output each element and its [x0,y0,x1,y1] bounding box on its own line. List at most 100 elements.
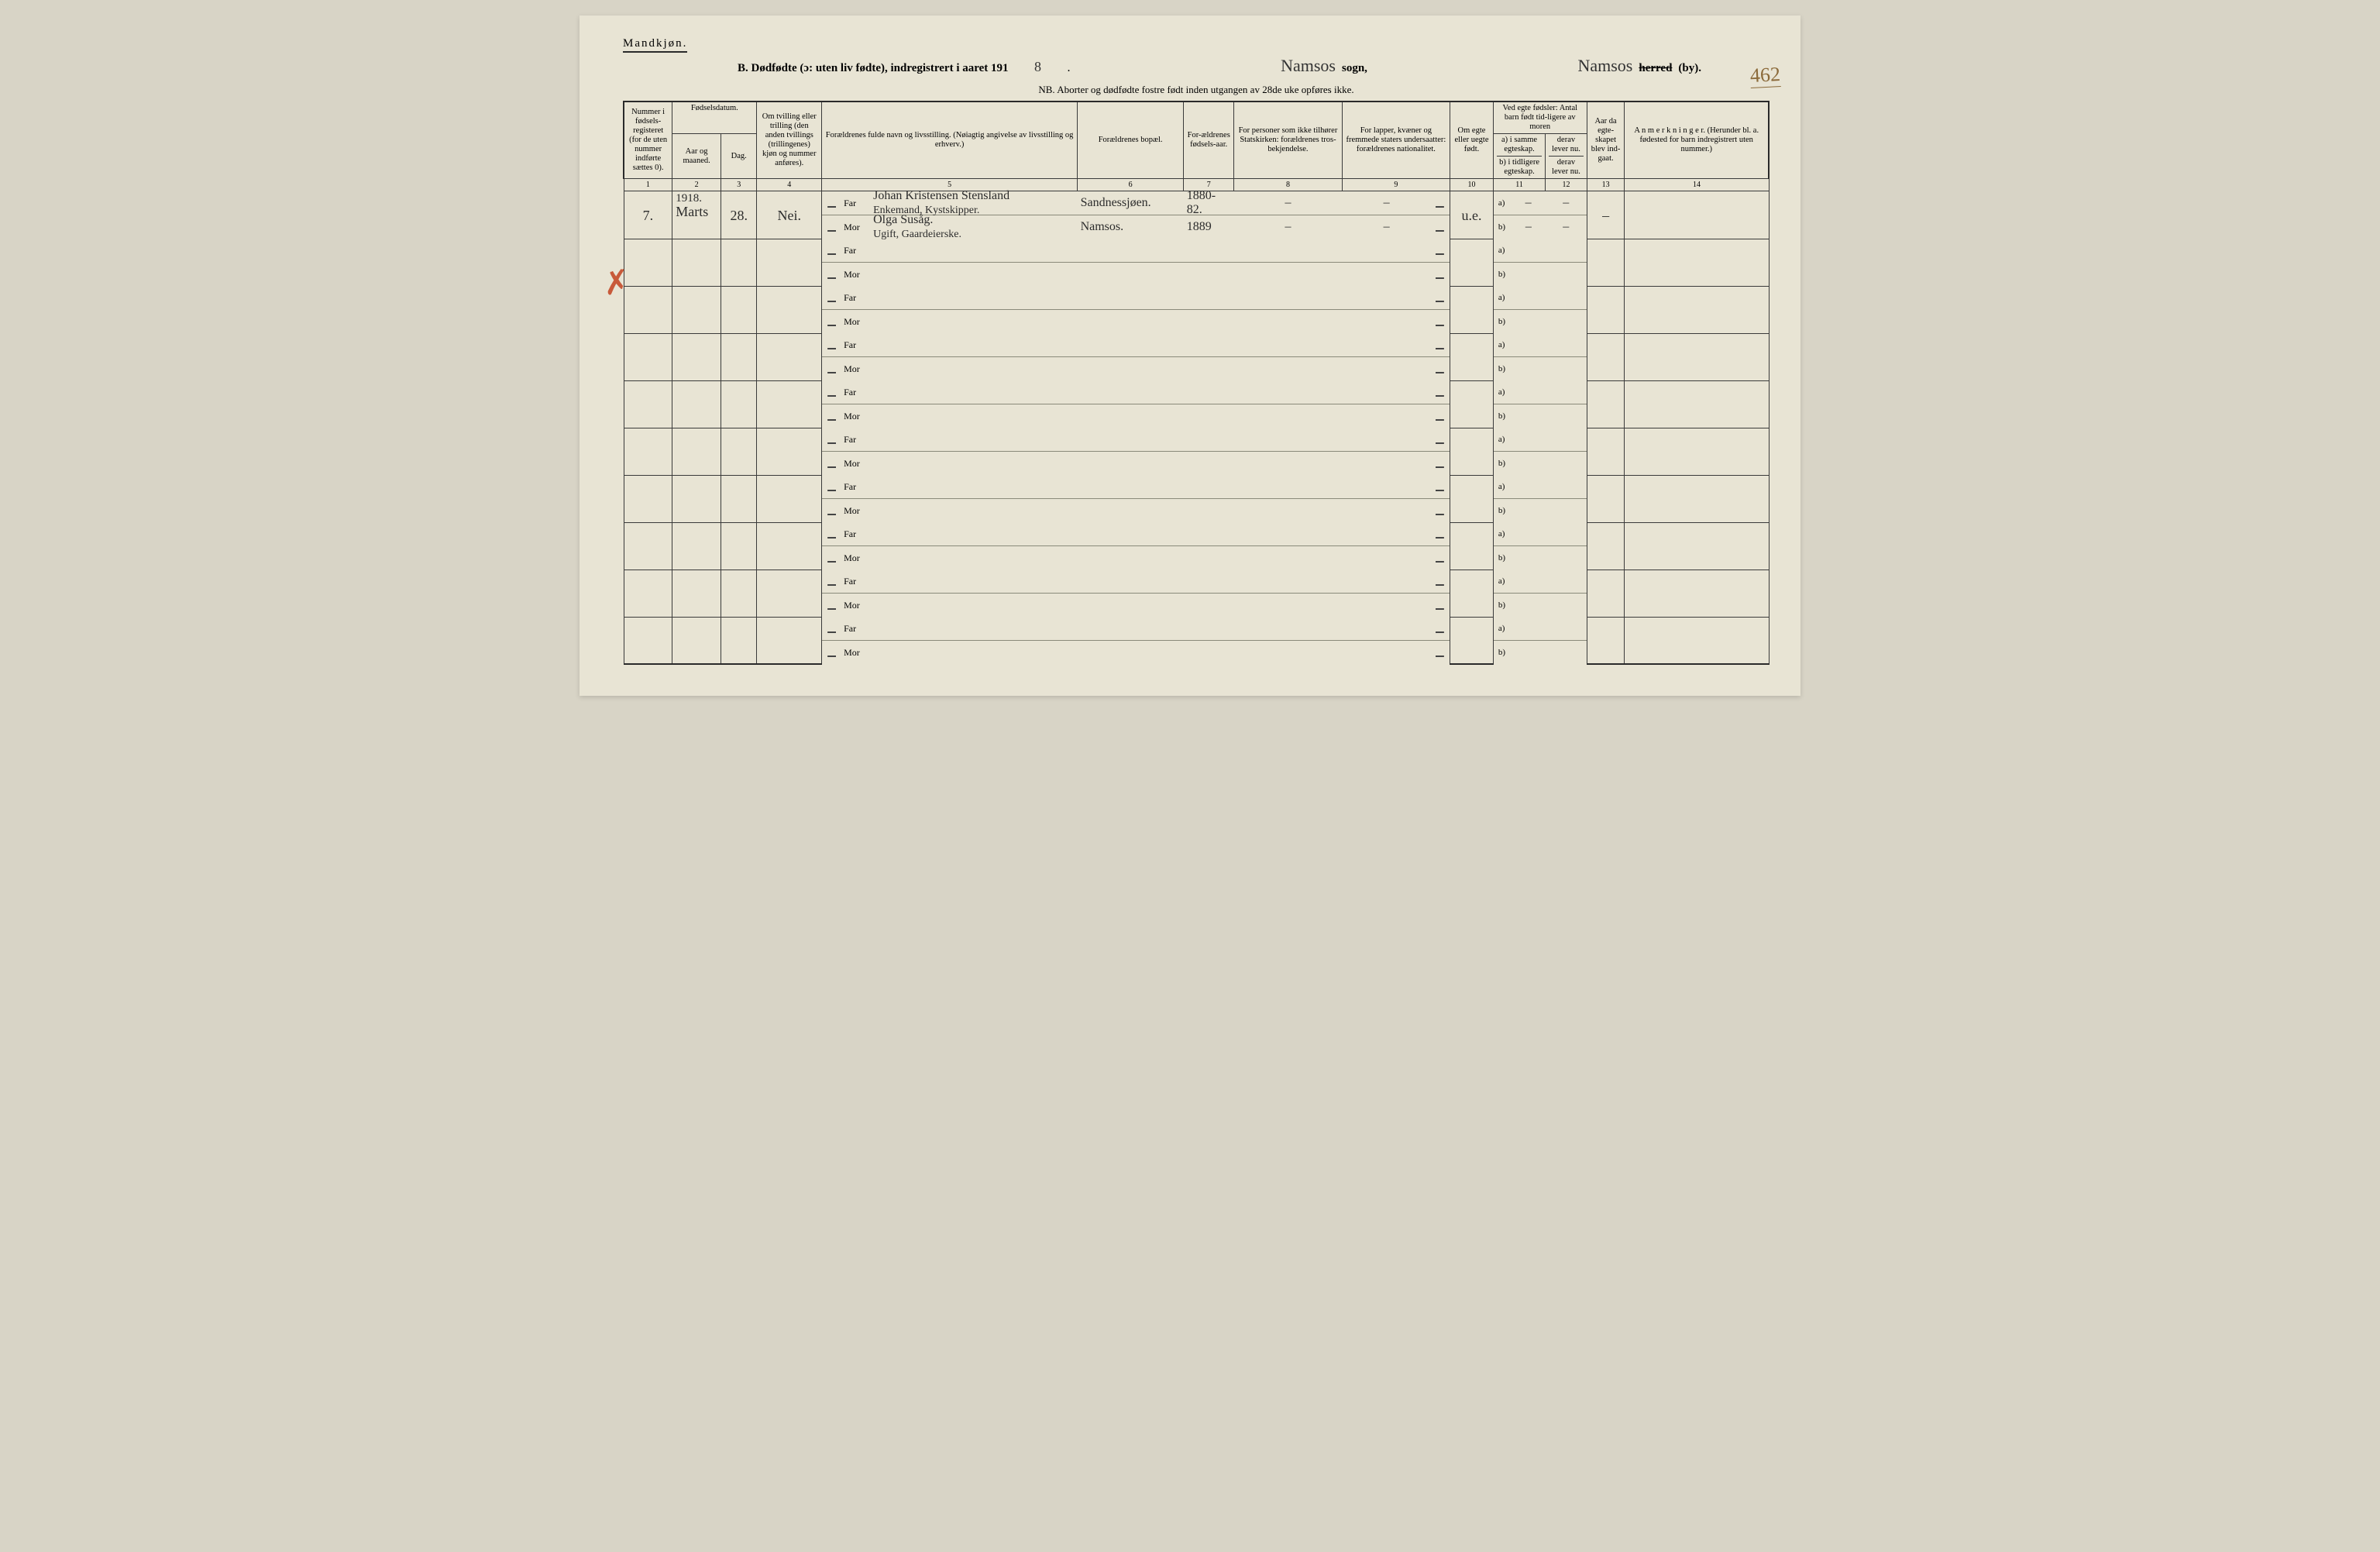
table-row: Far Mor a) b) [624,239,1769,286]
colnum-8: 8 [1234,179,1342,191]
colnum-4: 4 [757,179,822,191]
herred-handwritten: Namsos [1577,56,1632,76]
col-4-header: Om tvilling eller trilling (den anden tv… [757,102,822,179]
col-14-header: A n m e r k n i n g e r. (Herunder bl. a… [1625,102,1769,179]
table-row: 7. 1918. Marts 28. Nei. Far Johan Kriste… [624,191,1769,239]
mor-aar: 1889 [1187,220,1231,234]
b-val: – [1515,220,1543,234]
col-10-header: Om egte eller uegte født. [1450,102,1494,179]
cell-anm [1625,191,1769,239]
cell-month: 1918. Marts [672,191,721,239]
a-lever: – [1549,196,1584,210]
parent-label: Far [844,245,865,256]
far-aar: 1880-82. [1187,189,1231,217]
mor-name-text: Olga Susåg. [873,213,933,226]
nb-line: NB. Aborter og dødfødte fostre født inde… [623,84,1770,96]
col-11b-text: b) i tidligere egteskap. [1497,156,1542,177]
cell-lever: – – [1546,191,1587,239]
col-9-header: For lapper, kvæner og fremmede staters u… [1342,102,1450,179]
parent-label: Mor [844,647,865,659]
col-2-header: Aar og maaned. [672,134,721,179]
table-row: Far Mor a) b) [624,570,1769,617]
parent-label: Mor [844,505,865,517]
table-row: Far Mor a) b) [624,286,1769,333]
bopael-mor: Namsos. [1081,220,1181,234]
title-line: B. Dødfødte (ɔ: uten liv fødte), indregi… [623,56,1770,76]
c9-far: – [1345,196,1428,210]
ab-label: b) [1497,317,1507,326]
sogn-handwritten: Namsos [1281,56,1336,76]
c8-far: – [1237,196,1339,210]
ab-label: b) [1497,411,1507,421]
table-row: Far Mor a) b) [624,333,1769,380]
header-row-1: Mandkjøn. [623,37,1770,53]
far-name-text: Johan Kristensen Stensland [873,189,1009,202]
title-prefix: B. Dødfødte (ɔ: uten liv fødte), indregi… [738,62,1009,75]
sogn-label: sogn, [1342,62,1367,75]
a-val: – [1514,196,1542,210]
col-5-header: Forældrenes fulde navn og livsstilling. … [822,102,1078,179]
table-row: Far Mor a) b) [624,380,1769,428]
mor-label: Mor [844,222,865,233]
ab-label: b) [1497,600,1507,610]
colnum-11: 11 [1493,179,1545,191]
ab-label: b) [1497,364,1507,373]
col-2-group: Fødselsdatum. [672,102,757,134]
cell-num: 7. [624,191,672,239]
col-13-header: Aar da egte-skapet blev ind-gaat. [1587,102,1625,179]
parent-label: Mor [844,269,865,280]
parent-label: Mor [844,600,865,611]
parent-label: Far [844,434,865,446]
table-row: Far Mor a) b) [624,522,1769,570]
colnum-13: 13 [1587,179,1625,191]
cell-bopael: Sandnessjøen. Namsos. [1078,191,1184,239]
col-11a-header: a) i samme egteskap. b) i tidligere egte… [1493,134,1545,179]
ab-label: a) [1497,387,1507,397]
year-digit: 8 [1015,59,1061,76]
colnum-3: 3 [721,179,756,191]
col-11-group: Ved egte fødsler: Antal barn født tid-li… [1493,102,1587,134]
c9-mor: – [1345,220,1428,234]
bopael-far: Sandnessjøen. [1081,196,1181,210]
colnum-14: 14 [1625,179,1769,191]
col-7-header: For-ældrenes fødsels-aar. [1184,102,1234,179]
ab-label: a) [1497,246,1507,255]
table-row: Far Mor a) b) [624,617,1769,664]
herred-suffix: (by). [1678,62,1701,75]
ab-label: b) [1497,459,1507,468]
cell-nat: – – [1342,191,1450,239]
col-12-text-b: derav lever nu. [1549,156,1583,177]
mor-stilling-text: Ugift, Gaardeierske. [873,229,961,240]
parent-label: Far [844,623,865,635]
cell-parents: Far Johan Kristensen Stensland Enkemand,… [822,191,1078,239]
colnum-6: 6 [1078,179,1184,191]
parent-label: Mor [844,363,865,375]
col-1-header: Nummer i fødsels-registeret (for de uten… [624,102,672,179]
ab-label: a) [1497,529,1507,539]
ab-label: b) [1497,270,1507,279]
col-6-header: Forældrenes bopæl. [1078,102,1184,179]
cell-day: 28. [721,191,756,239]
b-label: b) [1497,222,1507,232]
register-page: ✗ Mandkjøn. B. Dødfødte (ɔ: uten liv fød… [580,15,1800,696]
a-label: a) [1497,198,1507,208]
col-8-header: For personer som ikke tilhører Statskirk… [1234,102,1342,179]
register-table: Nummer i fødsels-registeret (for de uten… [623,101,1770,665]
parent-label: Far [844,292,865,304]
b-lever: – [1549,220,1584,234]
table-body: 7. 1918. Marts 28. Nei. Far Johan Kriste… [624,191,1769,665]
far-label: Far [844,198,865,209]
table-head: Nummer i fødsels-registeret (for de uten… [624,102,1769,191]
cell-fodselsaar: 1880-82. 1889 [1184,191,1234,239]
colnum-10: 10 [1450,179,1494,191]
colnum-1: 1 [624,179,672,191]
gender-label: Mandkjøn. [623,37,687,53]
parent-label: Mor [844,411,865,422]
cell-ab: a)– b)– [1493,191,1545,239]
ab-label: b) [1497,506,1507,515]
col-12-header: derav lever nu. derav lever nu. [1546,134,1587,179]
mor-name: Olga Susåg. Ugift, Gaardeierske. [873,213,1074,241]
cell-aar-egteskap: – [1587,191,1625,239]
ab-label: a) [1497,624,1507,633]
colnum-2: 2 [672,179,721,191]
